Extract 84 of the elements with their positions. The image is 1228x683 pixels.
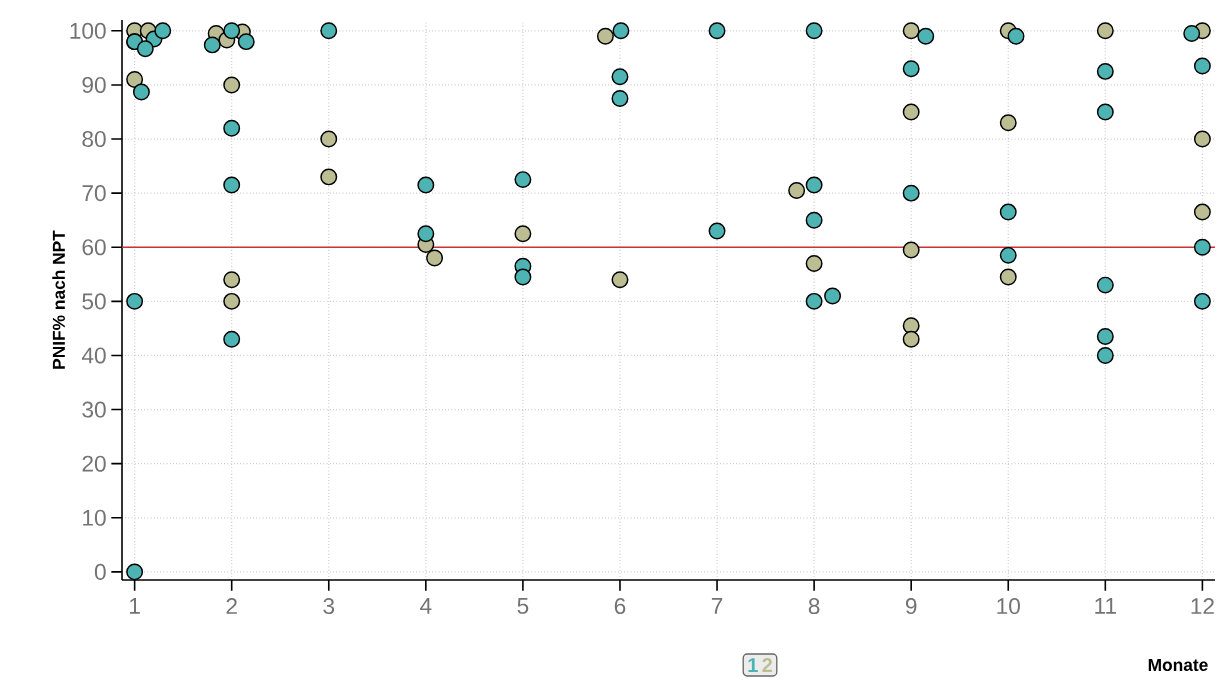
point: [320, 22, 338, 40]
point: [999, 246, 1017, 264]
point: [417, 225, 435, 243]
point: [824, 287, 842, 305]
point: [902, 22, 920, 40]
point: [999, 268, 1017, 286]
point: [1096, 328, 1114, 345]
x-tick-label: 3: [323, 598, 335, 615]
point: [999, 114, 1017, 132]
point: [417, 176, 435, 194]
point: [514, 225, 532, 243]
point: [902, 184, 920, 202]
point: [1096, 276, 1114, 294]
point: [805, 211, 823, 229]
y-tick-label: 40: [81, 347, 106, 364]
point: [223, 176, 241, 194]
y-tick-label: 0: [94, 563, 106, 580]
point: [805, 22, 823, 40]
point: [612, 22, 630, 40]
point: [902, 60, 920, 78]
x-axis-title: Monate: [1148, 658, 1208, 672]
point: [611, 89, 629, 107]
point: [320, 130, 338, 148]
point: [126, 292, 144, 310]
x-tick-label: 7: [711, 598, 723, 614]
point: [514, 171, 532, 189]
y-tick-label: 30: [82, 401, 106, 418]
point: [1096, 346, 1114, 364]
point: [999, 203, 1017, 221]
point: [1096, 22, 1114, 40]
x-tick-label: 6: [614, 598, 626, 615]
point: [514, 268, 532, 286]
x-tick-label: 2: [226, 598, 237, 614]
y-tick-label: 10: [83, 509, 106, 526]
point: [320, 168, 338, 186]
point: [223, 271, 241, 289]
point: [708, 22, 726, 40]
text: 2: [762, 658, 772, 672]
point: [126, 563, 144, 581]
point: [203, 36, 221, 54]
point: [805, 292, 823, 310]
y-tick-label: 90: [82, 76, 106, 93]
point: [805, 176, 823, 194]
x-tick-label: 5: [517, 598, 529, 614]
point: [132, 83, 150, 101]
x-tick-label: 9: [905, 598, 917, 615]
y-axis-title: PNIF% nach NPT: [52, 230, 65, 369]
y-tick-label: 50: [82, 293, 106, 310]
x-tick-label: 11: [1095, 598, 1116, 614]
y-tick-label: 70: [82, 185, 106, 202]
point: [426, 249, 444, 267]
point: [902, 241, 920, 259]
point: [902, 103, 920, 121]
point: [154, 22, 172, 40]
point: [223, 330, 241, 348]
point: [1096, 62, 1114, 80]
x-tick-label: 4: [420, 598, 432, 614]
point: [611, 68, 629, 86]
y-tick-label: 80: [82, 131, 106, 148]
point: [788, 181, 806, 199]
point: [1007, 27, 1025, 45]
point: [917, 27, 935, 45]
point: [596, 27, 614, 45]
text: 1: [748, 658, 758, 672]
point: [223, 119, 241, 137]
x-tick-label: 1: [130, 598, 140, 614]
point: [223, 22, 241, 40]
x-tick-label: 10: [997, 598, 1020, 615]
y-tick-label: 20: [82, 455, 106, 472]
point: [1096, 103, 1114, 121]
point: [223, 76, 241, 94]
point: [902, 330, 920, 348]
x-tick-label: 8: [808, 598, 820, 615]
point: [611, 271, 629, 289]
point: [223, 292, 241, 310]
point: [126, 71, 144, 88]
point: [1183, 25, 1201, 42]
point: [708, 222, 726, 240]
y-tick-label: 100: [70, 22, 106, 39]
x-tick-label: 12: [1191, 598, 1214, 614]
point: [136, 40, 154, 58]
point: [237, 33, 255, 51]
y-tick-label: 60: [82, 239, 106, 256]
point: [805, 255, 823, 272]
